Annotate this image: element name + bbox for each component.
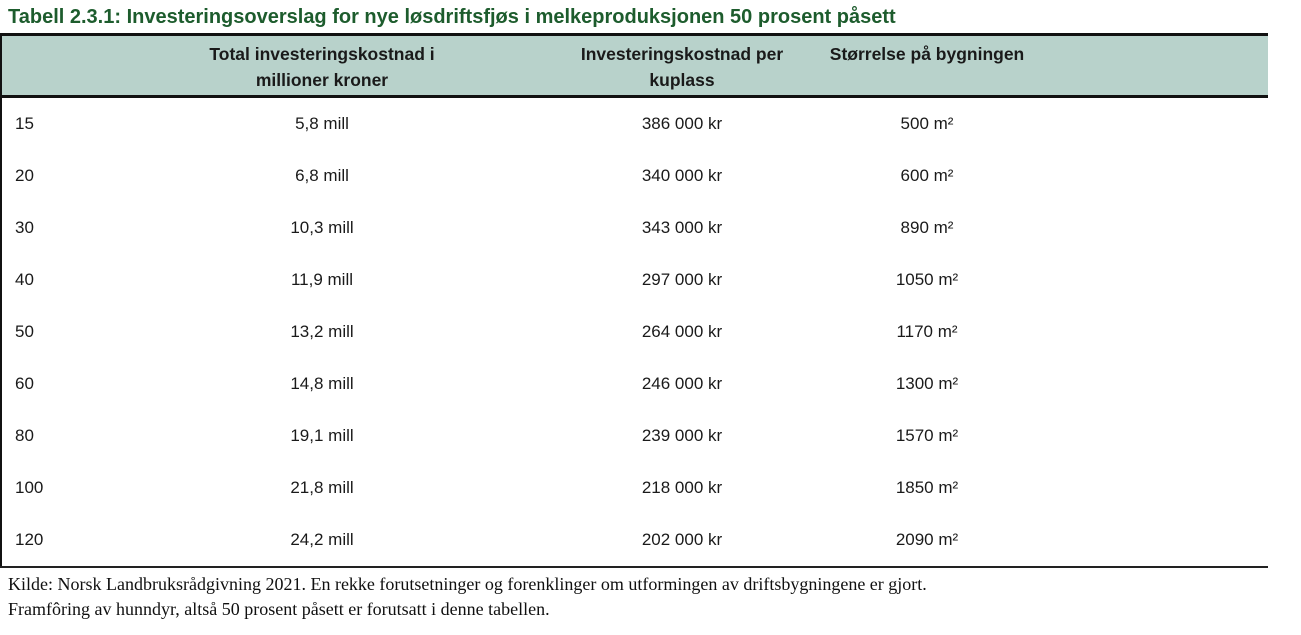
table-row: 120 24,2 mill 202 000 kr 2090 m² (2, 514, 1268, 566)
cell-total: 24,2 mill (290, 530, 354, 549)
cell-kuplasser: 40 (15, 270, 34, 289)
column-header-label: Størrelse på bygningen (829, 44, 1025, 64)
cell-per_kuplass: 264 000 kr (641, 322, 723, 341)
table-title: Tabell 2.3.1: Investeringsoverslag for n… (8, 6, 896, 28)
cell-total: 13,2 mill (290, 322, 354, 341)
cell-kuplasser: 100 (15, 478, 44, 497)
cell-total: 21,8 mill (290, 478, 354, 497)
cell-storrelse: 1170 m² (896, 322, 958, 341)
column-header-kostnad-per-kuplass: Investeringskostnad per kuplass (492, 41, 872, 93)
column-header-storrelse: Størrelse på bygningen (830, 41, 1024, 67)
cell-per_kuplass: 340 000 kr (641, 166, 723, 185)
cell-total: 6,8 mill (295, 166, 349, 185)
cell-total: 11,9 mill (290, 270, 354, 289)
table-header-row: Total investeringskostnad i millioner kr… (2, 36, 1268, 98)
footer-divider (0, 566, 1268, 568)
cell-per_kuplass: 202 000 kr (641, 530, 723, 549)
cell-per_kuplass: 246 000 kr (641, 374, 723, 393)
cell-kuplasser: 50 (15, 322, 34, 341)
column-header-label-line1: Total investeringskostnad i (209, 44, 435, 64)
investment-table: Total investeringskostnad i millioner kr… (0, 33, 1268, 566)
cell-storrelse: 1300 m² (895, 374, 959, 393)
cell-per_kuplass: 386 000 kr (641, 114, 723, 133)
cell-kuplasser: 30 (15, 218, 34, 237)
cell-kuplasser: 15 (15, 114, 34, 133)
cell-storrelse: 1850 m² (895, 478, 959, 497)
table-row: 50 13,2 mill 264 000 kr 1170 m² (2, 306, 1268, 358)
table-row: 20 6,8 mill 340 000 kr 600 m² (2, 150, 1268, 202)
table-body: 15 5,8 mill 386 000 kr 500 m² 20 6,8 mill 340 … (2, 98, 1268, 566)
cell-kuplasser: 120 (15, 530, 44, 549)
cell-total: 14,8 mill (290, 374, 354, 393)
source-note-line2: Framfôring av hunndyr, altså 50 prosent … (8, 599, 550, 619)
table-row: 30 10,3 mill 343 000 kr 890 m² (2, 202, 1268, 254)
cell-kuplasser: 80 (15, 426, 34, 445)
cell-per_kuplass: 239 000 kr (641, 426, 723, 445)
table-row: 100 21,8 mill 218 000 kr 1850 m² (2, 462, 1268, 514)
column-header-label-line2: millioner kroner (255, 70, 389, 90)
column-header-label-line2: kuplass (649, 70, 715, 90)
source-note-line1: Kilde: Norsk Landbruksrådgivning 2021. E… (8, 574, 927, 594)
cell-kuplasser: 60 (15, 374, 34, 393)
cell-total: 5,8 mill (295, 114, 349, 133)
cell-storrelse: 1050 m² (895, 270, 959, 289)
column-header-label-line1: Investeringskostnad per (580, 44, 784, 64)
cell-per_kuplass: 297 000 kr (641, 270, 723, 289)
source-note: Kilde: Norsk Landbruksrådgivning 2021. E… (0, 568, 1301, 622)
cell-total: 19,1 mill (290, 426, 354, 445)
column-header-total-kostnad: Total investeringskostnad i millioner kr… (152, 41, 492, 93)
table-row: 40 11,9 mill 297 000 kr 1050 m² (2, 254, 1268, 306)
cell-per_kuplass: 218 000 kr (641, 478, 723, 497)
table-row: 15 5,8 mill 386 000 kr 500 m² (2, 98, 1268, 150)
table-row: 60 14,8 mill 246 000 kr 1300 m² (2, 358, 1268, 410)
cell-kuplasser: 20 (15, 166, 34, 185)
cell-storrelse: 600 m² (900, 166, 954, 185)
cell-total: 10,3 mill (290, 218, 354, 237)
table-row: 80 19,1 mill 239 000 kr 1570 m² (2, 410, 1268, 462)
cell-storrelse: 500 m² (900, 114, 954, 133)
cell-storrelse: 1570 m² (895, 426, 959, 445)
cell-per_kuplass: 343 000 kr (641, 218, 723, 237)
cell-storrelse: 2090 m² (895, 530, 959, 549)
cell-storrelse: 890 m² (900, 218, 954, 237)
